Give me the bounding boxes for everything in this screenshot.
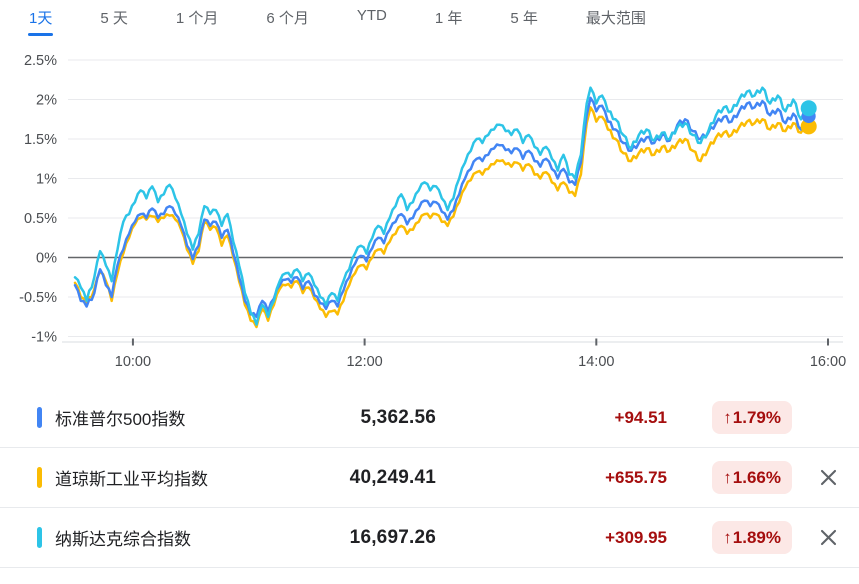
y-tick-label: 0%	[36, 251, 57, 267]
up-arrow-icon: ↑	[723, 528, 732, 547]
x-tick-label: 16:00	[810, 354, 846, 370]
index-change: +655.75	[605, 467, 667, 487]
y-tick-label: 1.5%	[24, 132, 57, 148]
series-end-dot-2	[800, 100, 817, 117]
index-change: +309.95	[605, 527, 667, 547]
series-color-marker	[37, 467, 42, 488]
tab-5y[interactable]: 5 年	[509, 5, 539, 39]
change-percent-badge: ↑ 1.79%	[712, 401, 792, 434]
close-icon	[820, 469, 836, 486]
y-tick-label: -1%	[31, 330, 57, 346]
index-row-dow[interactable]: 道琼斯工业平均指数 40,249.41 +655.75 ↑ 1.66%	[0, 448, 859, 508]
index-change: +94.51	[614, 407, 667, 427]
series-line-1	[73, 96, 810, 319]
index-name: 道琼斯工业平均指数	[55, 470, 208, 489]
y-tick-label: 2%	[36, 93, 57, 109]
series-color-marker	[37, 527, 42, 548]
index-row-nasdaq[interactable]: 纳斯达克综合指数 16,697.26 +309.95 ↑ 1.89%	[0, 508, 859, 568]
tab-1m[interactable]: 1 个月	[175, 5, 220, 39]
tab-5d[interactable]: 5 天	[99, 5, 129, 39]
y-tick-label: 2.5%	[24, 53, 57, 69]
y-tick-label: -0.5%	[19, 290, 57, 306]
change-percent-badge: ↑ 1.66%	[712, 461, 792, 494]
tab-ytd[interactable]: YTD	[356, 5, 388, 35]
change-percent-badge: ↑ 1.89%	[712, 521, 792, 554]
series-end-dot-0	[800, 118, 817, 135]
remove-index-button[interactable]	[816, 465, 841, 490]
up-arrow-icon: ↑	[723, 468, 732, 487]
y-tick-label: 0.5%	[24, 211, 57, 227]
series-line-2	[73, 86, 810, 326]
price-chart[interactable]: 2.5% 2% 1.5% 1% 0.5% 0% -0.5% -1% 10:00 12:00 14:0…	[0, 40, 859, 375]
close-icon	[820, 529, 836, 546]
x-tick-label: 10:00	[115, 354, 151, 370]
up-arrow-icon: ↑	[723, 408, 732, 427]
index-name: 纳斯达克综合指数	[55, 530, 191, 549]
remove-index-button[interactable]	[816, 525, 841, 550]
series-color-marker	[37, 407, 42, 428]
tab-6m[interactable]: 6 个月	[265, 5, 310, 39]
tab-max[interactable]: 最大范围	[585, 5, 647, 39]
y-tick-label: 1%	[36, 172, 57, 188]
index-value: 40,249.41	[349, 466, 436, 488]
quote-table: 标准普尔500指数 5,362.56 +94.51 ↑ 1.79% 道琼斯工业平均…	[0, 388, 859, 568]
x-tick-label: 12:00	[346, 354, 382, 370]
index-value: 5,362.56	[360, 406, 436, 428]
x-tick-label: 14:00	[578, 354, 614, 370]
tab-1d[interactable]: 1天	[28, 5, 54, 39]
tab-1y[interactable]: 1 年	[434, 5, 464, 39]
series-line-0	[73, 106, 810, 329]
index-value: 16,697.26	[349, 526, 436, 548]
period-tab-bar: 1天 5 天 1 个月 6 个月 YTD 1 年 5 年 最大范围	[0, 0, 859, 36]
index-row-sp500[interactable]: 标准普尔500指数 5,362.56 +94.51 ↑ 1.79%	[0, 388, 859, 448]
index-name: 标准普尔500指数	[55, 410, 186, 429]
